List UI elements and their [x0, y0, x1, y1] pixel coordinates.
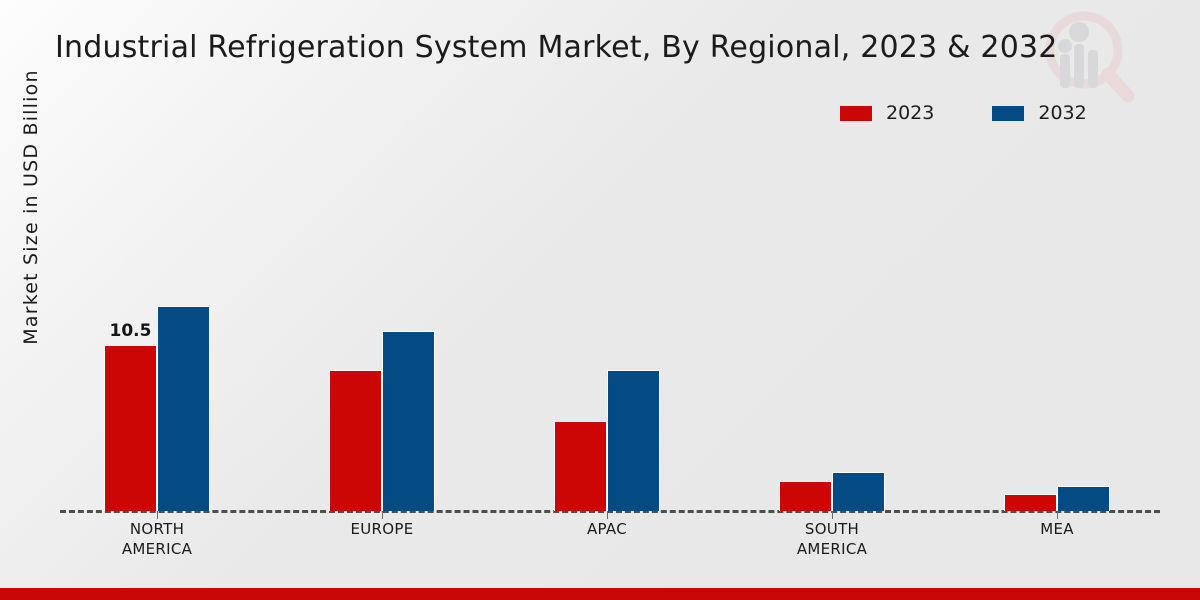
x-axis-tick [1057, 511, 1058, 519]
bar-value-label: 10.5 [109, 321, 152, 342]
legend-item-2032[interactable]: 2032 [992, 102, 1087, 124]
x-axis-label: APAC [586, 520, 628, 538]
bar-2032-south-america[interactable] [832, 471, 885, 511]
x-axis-tick [382, 511, 383, 519]
bar-2032-apac[interactable] [607, 370, 660, 511]
footer-accent-bar [0, 588, 1200, 600]
bar-2032-europe[interactable] [382, 330, 435, 511]
bar-2023-apac[interactable] [554, 420, 607, 511]
x-axis-tick [157, 511, 158, 519]
bar-2023-europe[interactable] [329, 370, 382, 511]
x-axis-label: NORTH AMERICA [121, 520, 193, 558]
x-axis-baseline [60, 510, 1160, 513]
x-axis-tick [607, 511, 608, 519]
legend-label-2023: 2023 [886, 102, 935, 124]
bar-2023-north-america[interactable] [104, 345, 157, 511]
chart-legend: 2023 2032 [840, 102, 1087, 124]
legend-swatch-2032 [992, 105, 1025, 121]
bar-2032-north-america[interactable] [157, 305, 210, 511]
legend-swatch-2023 [840, 105, 872, 121]
bar-2023-mea[interactable] [1004, 493, 1057, 511]
legend-item-2023[interactable]: 2023 [840, 102, 934, 124]
x-axis-label: EUROPE [350, 520, 414, 538]
bar-2023-south-america[interactable] [779, 480, 832, 511]
x-axis-tick [832, 511, 833, 519]
x-axis-label: SOUTH AMERICA [796, 520, 868, 558]
legend-label-2032: 2032 [1038, 102, 1087, 124]
chart-title: Industrial Refrigeration System Market, … [55, 30, 1058, 65]
bar-2032-mea[interactable] [1057, 485, 1110, 511]
x-axis-label: MEA [1040, 520, 1074, 538]
